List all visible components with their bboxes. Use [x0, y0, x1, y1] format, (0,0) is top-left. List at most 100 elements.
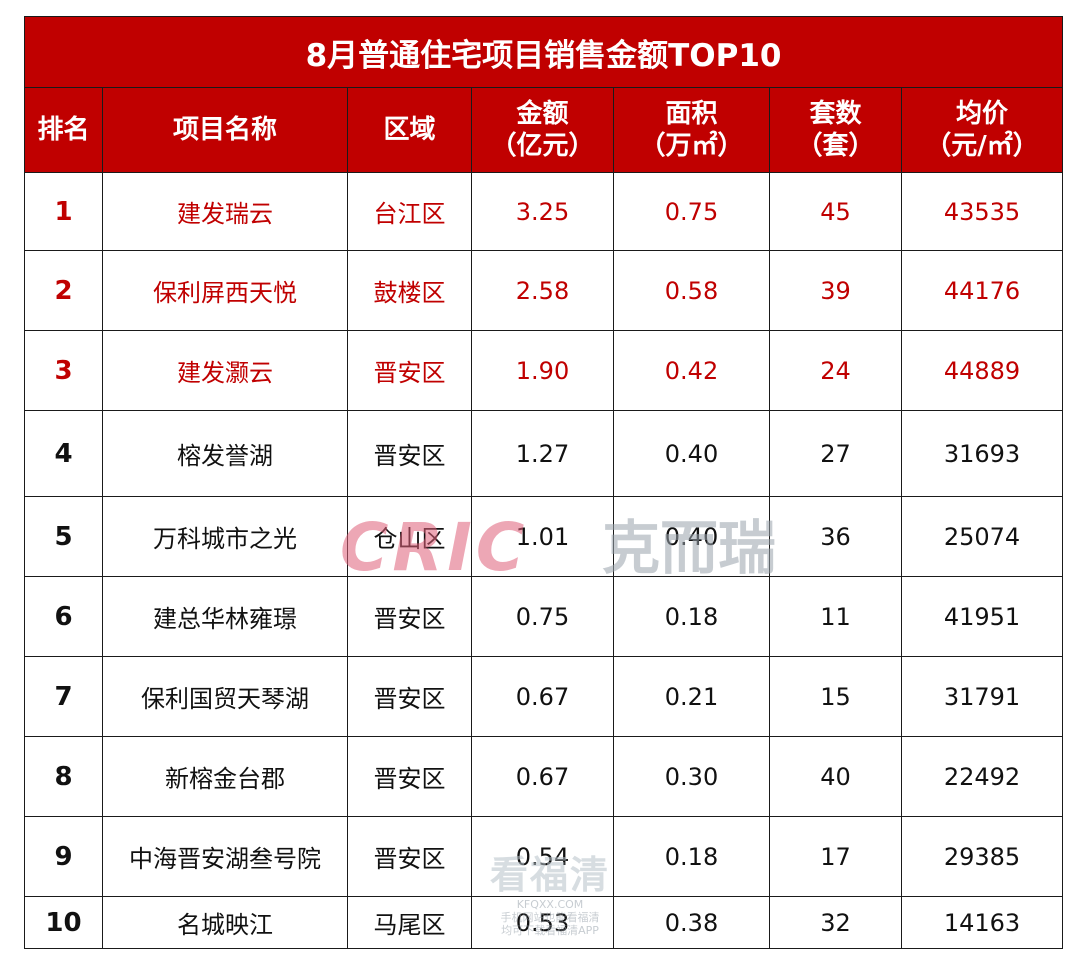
units-cell: 40 — [769, 736, 902, 817]
amount-cell: 0.67 — [471, 656, 614, 737]
table-row: 4 榕发誉湖 晋安区 1.27 0.40 27 31693 — [24, 410, 1064, 497]
amount-cell: 3.25 — [471, 172, 614, 251]
area-cell: 0.30 — [613, 736, 770, 817]
rank-cell: 10 — [24, 896, 103, 949]
price-cell: 43535 — [900, 172, 1064, 251]
table-row: 2 保利屏西天悦 鼓楼区 2.58 0.58 39 44176 — [24, 250, 1064, 331]
units-cell: 32 — [769, 896, 902, 949]
project-name-cell: 建总华林雍璟 — [102, 576, 348, 657]
units-cell: 17 — [769, 816, 902, 897]
district-cell: 仓山区 — [347, 496, 472, 577]
project-name-cell: 建发灏云 — [102, 330, 348, 411]
area-cell: 0.38 — [613, 896, 770, 949]
sales-ranking-table: 8月普通住宅项目销售金额TOP10 排名 项目名称 区域 金额 （亿元） 面积 （万… — [23, 16, 1064, 949]
table-row: 9 中海晋安湖叁号院 晋安区 0.54 0.18 17 29385 — [24, 816, 1064, 897]
area-cell: 0.42 — [613, 330, 770, 411]
header-units-line2: （套） — [796, 131, 875, 161]
ranking-table-container: 8月普通住宅项目销售金额TOP10 排名 项目名称 区域 金额 （亿元） 面积 （万… — [23, 16, 1064, 949]
rank-cell: 9 — [24, 816, 103, 897]
project-name-cell: 中海晋安湖叁号院 — [102, 816, 348, 897]
table-title: 8月普通住宅项目销售金额TOP10 — [23, 16, 1064, 88]
header-price-line2: （元/㎡） — [925, 131, 1039, 161]
price-cell: 25074 — [900, 496, 1064, 577]
price-cell: 44176 — [900, 250, 1064, 331]
header-price-line1: 均价 — [956, 99, 1009, 129]
district-cell: 晋安区 — [347, 816, 472, 897]
header-district: 区域 — [347, 87, 472, 173]
header-amount: 金额 （亿元） — [471, 87, 614, 173]
units-cell: 24 — [769, 330, 902, 411]
units-cell: 36 — [769, 496, 902, 577]
table-row: 10 名城映江 马尾区 0.53 0.38 32 14163 — [24, 896, 1064, 949]
units-cell: 27 — [769, 410, 902, 497]
price-cell: 14163 — [900, 896, 1064, 949]
amount-cell: 1.27 — [471, 410, 614, 497]
header-project-name: 项目名称 — [102, 87, 348, 173]
rank-cell: 2 — [24, 250, 103, 331]
rank-cell: 1 — [24, 172, 103, 251]
header-amount-line2: （亿元） — [490, 131, 595, 161]
district-cell: 台江区 — [347, 172, 472, 251]
header-rank: 排名 — [24, 87, 103, 173]
district-cell: 晋安区 — [347, 736, 472, 817]
project-name-cell: 名城映江 — [102, 896, 348, 949]
header-price: 均价 （元/㎡） — [900, 87, 1064, 173]
header-amount-line1: 金额 — [516, 99, 569, 129]
area-cell: 0.18 — [613, 576, 770, 657]
area-cell: 0.40 — [613, 496, 770, 577]
rank-cell: 3 — [24, 330, 103, 411]
header-area: 面积 （万㎡） — [613, 87, 770, 173]
header-units-line1: 套数 — [809, 99, 862, 129]
project-name-cell: 榕发誉湖 — [102, 410, 348, 497]
units-cell: 11 — [769, 576, 902, 657]
project-name-cell: 新榕金台郡 — [102, 736, 348, 817]
project-name-cell: 保利屏西天悦 — [102, 250, 348, 331]
price-cell: 31791 — [900, 656, 1064, 737]
amount-cell: 1.01 — [471, 496, 614, 577]
area-cell: 0.58 — [613, 250, 770, 331]
table-row: 7 保利国贸天琴湖 晋安区 0.67 0.21 15 31791 — [24, 656, 1064, 737]
header-row: 排名 项目名称 区域 金额 （亿元） 面积 （万㎡） 套数 （套） 均价 （元/㎡） — [24, 87, 1064, 173]
amount-cell: 1.90 — [471, 330, 614, 411]
area-cell: 0.18 — [613, 816, 770, 897]
header-area-line1: 面积 — [665, 99, 718, 129]
district-cell: 晋安区 — [347, 330, 472, 411]
project-name-cell: 万科城市之光 — [102, 496, 348, 577]
units-cell: 45 — [769, 172, 902, 251]
amount-cell: 0.75 — [471, 576, 614, 657]
project-name-cell: 建发瑞云 — [102, 172, 348, 251]
amount-cell: 0.67 — [471, 736, 614, 817]
price-cell: 31693 — [900, 410, 1064, 497]
district-cell: 晋安区 — [347, 576, 472, 657]
rank-cell: 5 — [24, 496, 103, 577]
area-cell: 0.40 — [613, 410, 770, 497]
district-cell: 晋安区 — [347, 410, 472, 497]
project-name-cell: 保利国贸天琴湖 — [102, 656, 348, 737]
table-row: 1 建发瑞云 台江区 3.25 0.75 45 43535 — [24, 172, 1064, 251]
price-cell: 44889 — [900, 330, 1064, 411]
table-row: 5 万科城市之光 仓山区 1.01 0.40 36 25074 — [24, 496, 1064, 577]
table-row: 8 新榕金台郡 晋安区 0.67 0.30 40 22492 — [24, 736, 1064, 817]
rank-cell: 4 — [24, 410, 103, 497]
price-cell: 22492 — [900, 736, 1064, 817]
area-cell: 0.21 — [613, 656, 770, 737]
table-row: 3 建发灏云 晋安区 1.90 0.42 24 44889 — [24, 330, 1064, 411]
district-cell: 鼓楼区 — [347, 250, 472, 331]
table-body: 1 建发瑞云 台江区 3.25 0.75 45 43535 2 保利屏西天悦 鼓楼区 2.58 0.5… — [24, 172, 1064, 949]
units-cell: 39 — [769, 250, 902, 331]
district-cell: 马尾区 — [347, 896, 472, 949]
header-units: 套数 （套） — [769, 87, 902, 173]
amount-cell: 0.54 — [471, 816, 614, 897]
rank-cell: 6 — [24, 576, 103, 657]
units-cell: 15 — [769, 656, 902, 737]
area-cell: 0.75 — [613, 172, 770, 251]
table-row: 6 建总华林雍璟 晋安区 0.75 0.18 11 41951 — [24, 576, 1064, 657]
rank-cell: 8 — [24, 736, 103, 817]
header-area-line2: （万㎡） — [639, 131, 744, 161]
price-cell: 29385 — [900, 816, 1064, 897]
price-cell: 41951 — [900, 576, 1064, 657]
amount-cell: 2.58 — [471, 250, 614, 331]
rank-cell: 7 — [24, 656, 103, 737]
amount-cell: 0.53 — [471, 896, 614, 949]
district-cell: 晋安区 — [347, 656, 472, 737]
